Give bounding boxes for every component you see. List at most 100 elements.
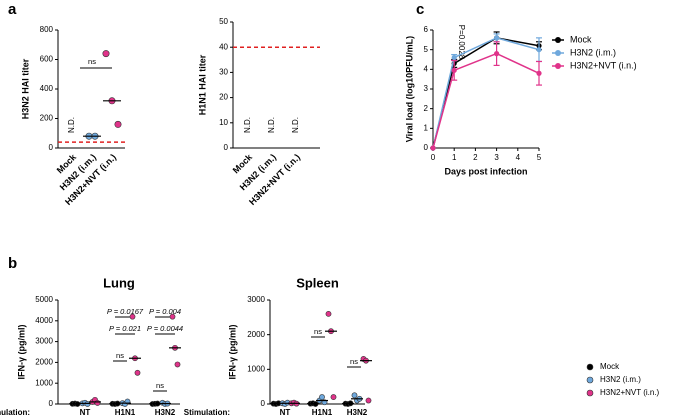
annotation: ns (116, 351, 124, 360)
data-point (330, 394, 337, 400)
legend-label: H3N2+NVT (i.n.) (600, 388, 660, 397)
y-tick-label: 0 (224, 143, 229, 152)
legend-label: Mock (600, 362, 620, 371)
y-tick-label: 1000 (247, 364, 265, 373)
x-tick-label: H3N2 (347, 408, 368, 417)
y-tick-label: 3000 (35, 337, 53, 346)
x-tick-label: H1N1 (115, 408, 136, 417)
chart-title: Spleen (296, 275, 339, 290)
data-point (114, 120, 122, 128)
legend-marker (555, 37, 561, 43)
annotation: ns (314, 327, 322, 336)
legend-marker (586, 389, 594, 397)
panel-label: b (8, 255, 17, 272)
x-tick-label: 4 (516, 153, 521, 162)
y-tick-label: 0 (424, 143, 429, 152)
annotation: ns (88, 57, 96, 66)
annotation: P = 0.004 (149, 307, 181, 316)
y-tick-label: 50 (219, 17, 228, 26)
y-tick-label: 2000 (35, 358, 53, 367)
data-point (451, 67, 457, 73)
annotation: P = 0.0167 (107, 307, 144, 316)
data-point (451, 54, 457, 61)
series-line (432, 37, 540, 149)
annotation: N.D. (67, 117, 76, 133)
series-line (432, 37, 540, 149)
annotation: ns (350, 357, 358, 366)
chart-title: Lung (103, 275, 135, 290)
y-axis-label: IFN-γ (pg/ml) (227, 325, 237, 380)
y-axis-label: Viral load (log10PFU/mL) (404, 36, 414, 142)
data-point (351, 392, 358, 399)
legend-label: Mock (570, 34, 592, 44)
data-point (94, 400, 101, 406)
y-tick-label: 3000 (247, 295, 265, 304)
data-point (430, 145, 436, 151)
x-axis-label: Days post infection (444, 166, 527, 176)
legend-marker (555, 63, 561, 69)
annotation: P = 0.021 (109, 324, 141, 333)
y-tick-label: 4000 (35, 316, 53, 325)
y-tick-label: 10 (219, 118, 228, 127)
annotation: N.D. (243, 117, 252, 133)
data-point (494, 51, 500, 57)
annotation: P=0.0028 (457, 25, 466, 60)
data-point (325, 310, 332, 317)
legend-label: H3N2 (i.m.) (600, 375, 641, 384)
y-tick-label: 30 (219, 68, 228, 77)
y-tick-label: 20 (219, 93, 228, 102)
x-axis-label: Stimulation: (0, 408, 30, 417)
data-point (134, 369, 141, 376)
y-tick-label: 2 (424, 104, 429, 113)
y-tick-label: 200 (40, 114, 54, 123)
y-tick-label: 0 (49, 143, 54, 152)
x-axis-label: Stimulation: (184, 408, 230, 417)
y-tick-label: 800 (40, 25, 54, 34)
annotation: ns (156, 381, 164, 390)
y-tick-label: 400 (40, 84, 54, 93)
legend-label: H3N2 (i.m.) (570, 47, 616, 57)
y-axis-label: IFN-γ (pg/ml) (16, 325, 26, 380)
y-tick-label: 5 (424, 45, 429, 54)
panel-label: a (8, 1, 17, 18)
y-tick-label: 3 (424, 84, 429, 93)
data-point (129, 313, 136, 320)
y-tick-label: 600 (40, 55, 54, 64)
x-tick-label: NT (80, 408, 91, 417)
data-point (174, 361, 181, 368)
y-tick-label: 4 (424, 64, 429, 73)
data-point (365, 397, 372, 404)
y-tick-label: 1 (424, 123, 429, 132)
x-tick-label: 1 (452, 153, 457, 162)
x-tick-label: NT (280, 408, 291, 417)
annotation: P = 0.0044 (147, 324, 183, 333)
y-axis-label: H3N2 HAI titer (20, 58, 30, 119)
annotation: N.D. (267, 117, 276, 133)
legend-marker (586, 363, 594, 371)
data-point (494, 35, 500, 41)
data-point (102, 50, 110, 58)
legend-marker (586, 376, 594, 384)
legend-marker (555, 50, 561, 56)
x-tick-label: 3 (494, 153, 499, 162)
y-tick-label: 2000 (247, 330, 265, 339)
y-tick-label: 0 (49, 399, 54, 408)
y-axis-label: H1N1 HAI titer (197, 54, 207, 115)
y-tick-label: 6 (424, 25, 429, 34)
panel-label: c (416, 1, 424, 18)
data-point (169, 313, 176, 320)
x-tick-label: 0 (431, 153, 436, 162)
x-tick-label: 2 (473, 153, 478, 162)
y-tick-label: 1000 (35, 378, 53, 387)
x-tick-label: H1N1 (312, 408, 333, 417)
y-tick-label: 40 (219, 42, 228, 51)
data-point (84, 401, 91, 407)
x-tick-label: 5 (537, 153, 542, 162)
y-tick-label: 5000 (35, 295, 53, 304)
data-point (319, 394, 325, 400)
data-point (536, 70, 542, 76)
series-line (432, 52, 540, 149)
x-tick-label: H3N2 (155, 408, 176, 417)
y-tick-label: 0 (261, 399, 266, 408)
